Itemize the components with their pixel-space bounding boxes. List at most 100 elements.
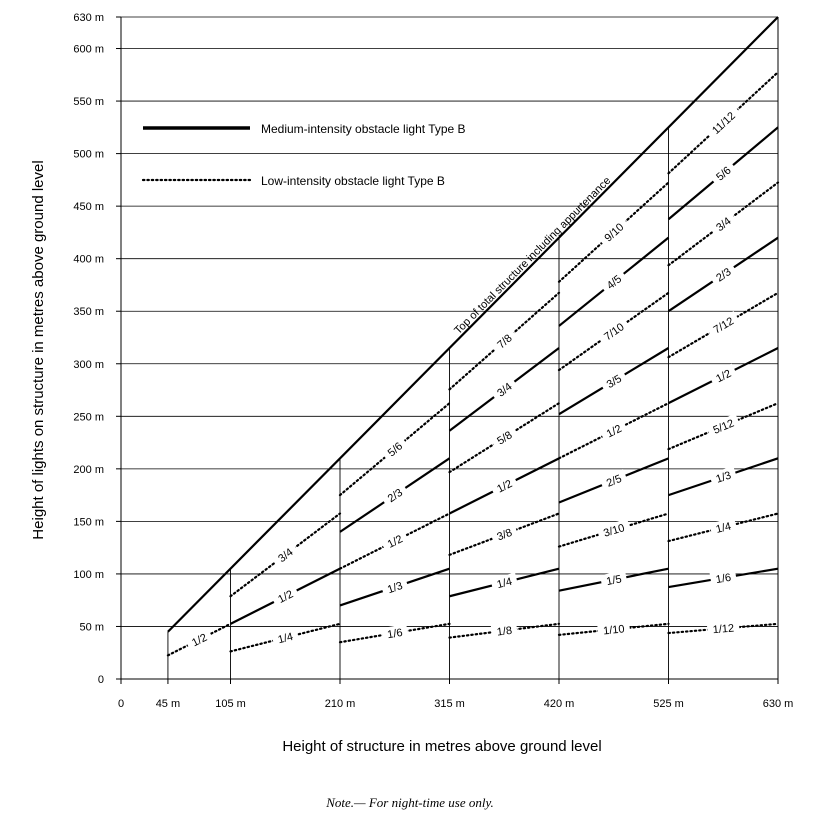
segment-label-group-1: 3/4 [270, 541, 300, 568]
segment-label-bg-30 [708, 363, 738, 387]
y-tick-label-10: 500 m [73, 149, 104, 161]
segment-label-bg-21 [599, 469, 628, 491]
y-tick-label-6: 300 m [73, 359, 104, 371]
segment-label-14: 1/4 [496, 576, 514, 591]
segment-label-group-29: 7/12 [705, 310, 741, 339]
segment-label-bg-17 [599, 268, 628, 295]
x-tick-label-6: 525 m [653, 698, 684, 710]
segment-label-15: 1/8 [496, 625, 513, 639]
segment-label-group-10: 3/4 [489, 376, 519, 402]
segment-label-group-5: 2/3 [380, 482, 409, 508]
segment-label-group-22: 3/10 [596, 518, 631, 541]
segment-label-bg-23 [599, 570, 628, 589]
legend: Medium-intensity obstacle light Type B L… [141, 122, 466, 188]
segment-label-group-21: 2/5 [599, 469, 628, 491]
segment-label-bg-27 [708, 210, 738, 237]
y-tick-label-3: 150 m [73, 516, 104, 528]
segment-label-bg-25 [704, 104, 742, 141]
segment-label-bg-11 [489, 424, 519, 450]
segment-label-bg-10 [489, 376, 519, 402]
x-tick-label-2: 105 m [215, 698, 246, 710]
y-tick-label-2: 100 m [73, 569, 104, 581]
y-tick-labels: 0 50 m 100 m 150 m 200 m 250 m 300 m 350 m 400 m… [73, 12, 104, 686]
segment-label-bg-7 [380, 576, 409, 597]
segment-label-bg-5 [380, 482, 409, 508]
segment-label-group-14: 1/4 [490, 572, 519, 592]
segment-label-bg-16 [597, 216, 630, 248]
legend-medium-intensity-label: Medium-intensity obstacle light Type B [261, 122, 466, 136]
segment-label-group-18: 7/10 [596, 316, 631, 346]
y-tick-label-1: 50 m [80, 621, 104, 633]
segment-label-24: 1/10 [603, 623, 626, 637]
segment-label-bg-2 [270, 584, 300, 608]
segment-label-bg-15 [490, 622, 518, 639]
x-tick-label-5: 420 m [544, 698, 575, 710]
segment-label-31: 5/12 [711, 417, 735, 436]
segment-label-group-34: 1/6 [709, 568, 737, 586]
y-tick-label-7: 350 m [73, 306, 104, 318]
segment-dotted-1-6-210 [338, 622, 451, 644]
segment-label-bg-0 [184, 627, 214, 651]
segment-label-bg-3 [271, 627, 300, 647]
x-tick-label-4: 315 m [434, 698, 465, 710]
section-dividers [167, 127, 669, 679]
segment-label-group-33: 1/4 [709, 517, 738, 537]
segment-label-group-2: 1/2 [270, 584, 300, 608]
segment-label-group-13: 3/8 [489, 523, 519, 545]
segment-label-23: 1/5 [605, 573, 622, 588]
segment-label-bg-34 [709, 568, 737, 586]
x-tick-label-3: 210 m [325, 698, 356, 710]
segment-dotted-3-4-105 [229, 512, 342, 598]
segment-label-bg-1 [270, 541, 300, 568]
segment-label-bg-14 [490, 572, 519, 592]
y-tick-label-4: 200 m [73, 464, 104, 476]
segment-dotted-7-8-315 [448, 291, 561, 391]
segment-label-group-11: 5/8 [489, 424, 519, 450]
top-of-structure-line [167, 16, 779, 633]
segment-dotted-3-4-525 [667, 181, 780, 267]
segment-label-group-15: 1/8 [490, 622, 518, 639]
segment-label-8: 1/6 [386, 627, 403, 641]
segment-label-group-20: 1/2 [599, 418, 628, 442]
segment-label-group-32: 1/3 [708, 466, 738, 487]
segment-label-13: 3/8 [495, 527, 514, 544]
x-tick-labels: 0 45 m 105 m 210 m 315 m 420 m 525 m 630 m [118, 698, 793, 710]
segment-label-group-7: 1/3 [380, 576, 409, 597]
y-axis-title: Height of lights on structure in metres … [30, 160, 47, 539]
segment-label-3: 1/4 [277, 631, 295, 646]
segment-label-bg-26 [709, 159, 737, 187]
x-tick-label-1: 45 m [156, 698, 180, 710]
segment-label-group-30: 1/2 [708, 363, 738, 387]
y-tick-label-8: 400 m [73, 254, 104, 266]
segment-label-group-23: 1/5 [599, 570, 628, 589]
segment-label-bg-22 [596, 518, 631, 541]
segment-label-group-27: 3/4 [708, 210, 738, 237]
segment-label-7: 1/3 [386, 580, 404, 596]
segment-label-bg-9 [490, 327, 518, 355]
segment-label-group-24: 1/10 [597, 620, 631, 637]
segment-label-group-25: 11/12 [704, 104, 742, 141]
y-tick-label-12: 600 m [73, 44, 104, 56]
segment-label-34: 1/6 [715, 572, 732, 586]
segment-label-group-31: 5/12 [705, 413, 741, 438]
y-tick-label-13: 630 m [73, 12, 104, 24]
segment-label-group-0: 1/2 [184, 627, 214, 651]
segment-label-bg-31 [705, 413, 741, 438]
segment-label-bg-13 [489, 523, 519, 545]
segment-label-bg-12 [489, 473, 519, 497]
segment-label-bg-8 [381, 623, 409, 642]
y-tick-label-9: 450 m [73, 201, 104, 213]
segment-label-group-35: 1/12 [706, 620, 740, 636]
segment-label-bg-6 [380, 529, 409, 553]
segment-dotted-5-8-315 [448, 402, 561, 474]
legend-low-intensity-label: Low-intensity obstacle light Type B [261, 174, 445, 188]
segment-label-bg-4 [380, 435, 409, 462]
x-tick-label-7: 630 m [763, 698, 794, 710]
segment-label-bg-28 [708, 261, 738, 287]
segment-label-group-3: 1/4 [271, 627, 300, 647]
x-tick-label-0: 0 [118, 698, 124, 710]
segment-label-22: 3/10 [602, 522, 626, 540]
segment-label-bg-33 [709, 517, 738, 537]
segment-label-bg-35 [706, 620, 740, 636]
